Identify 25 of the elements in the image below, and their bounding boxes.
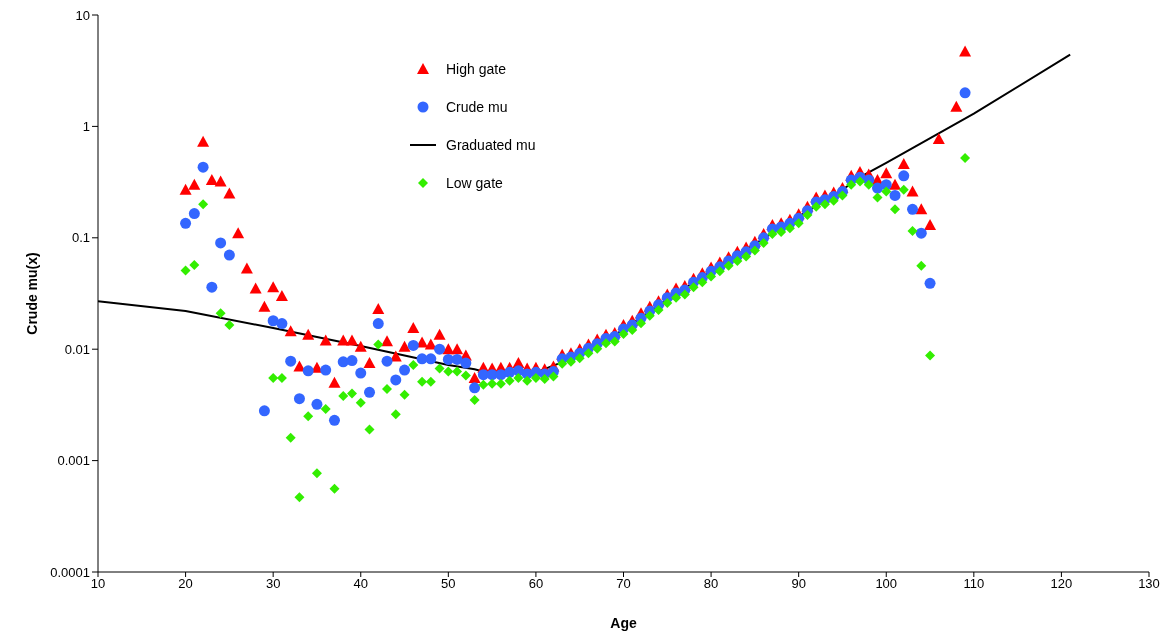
y-tick-label: 0.1	[71, 230, 90, 246]
x-tick-label: 40	[353, 576, 368, 592]
x-tick-label: 110	[963, 576, 985, 592]
legend-label: Crude mu	[446, 99, 508, 115]
x-tick-label: 30	[265, 576, 281, 592]
legend-label: Graduated mu	[446, 137, 536, 153]
legend-label: Low gate	[446, 175, 503, 191]
x-tick-label: 120	[1050, 576, 1073, 592]
y-tick-label: 0.01	[64, 341, 90, 357]
x-tick-label: 90	[791, 576, 806, 592]
x-tick-label: 80	[703, 576, 719, 592]
y-tick-label: 0.0001	[50, 564, 90, 580]
y-tick-label: 0.001	[57, 453, 90, 469]
x-tick-label: 100	[875, 576, 898, 592]
x-tick-label: 50	[441, 576, 456, 592]
x-tick-label: 130	[1138, 576, 1160, 592]
x-axis-title: Age	[610, 614, 637, 631]
y-axis-title: Crude mu(x)	[23, 252, 40, 335]
y-tick-label: 10	[75, 7, 90, 23]
x-tick-label: 70	[616, 576, 631, 592]
x-tick-label: 10	[90, 576, 106, 592]
x-tick-label: 20	[178, 576, 193, 592]
x-tick-label: 60	[528, 576, 544, 592]
legend-label: High gate	[446, 61, 506, 77]
y-tick-label: 1	[82, 119, 90, 135]
